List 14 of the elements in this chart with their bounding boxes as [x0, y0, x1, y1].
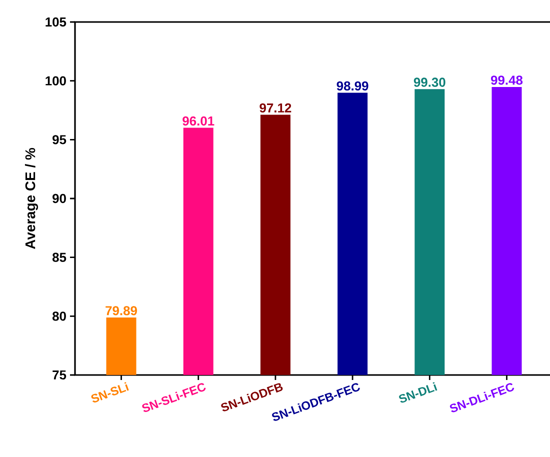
data-label: 79.89 — [106, 306, 137, 316]
y-tick-label: 100 — [46, 76, 66, 86]
data-label: 99.30 — [414, 78, 446, 87]
data-label: 98.99 — [336, 81, 368, 91]
y-tick-label: 80 — [52, 312, 66, 321]
y-tick-label: 105 — [46, 17, 66, 27]
y-tick-label: 95 — [52, 135, 66, 144]
y-tick-label: 75 — [52, 370, 66, 380]
data-label: 96.01 — [182, 116, 214, 126]
data-label: 99.48 — [490, 76, 523, 85]
data-label: 97.12 — [260, 103, 292, 113]
y-axis-title: Average CE / % — [24, 148, 38, 250]
y-tick-label: 90 — [52, 194, 66, 204]
y-tick-label: 85 — [52, 252, 66, 262]
